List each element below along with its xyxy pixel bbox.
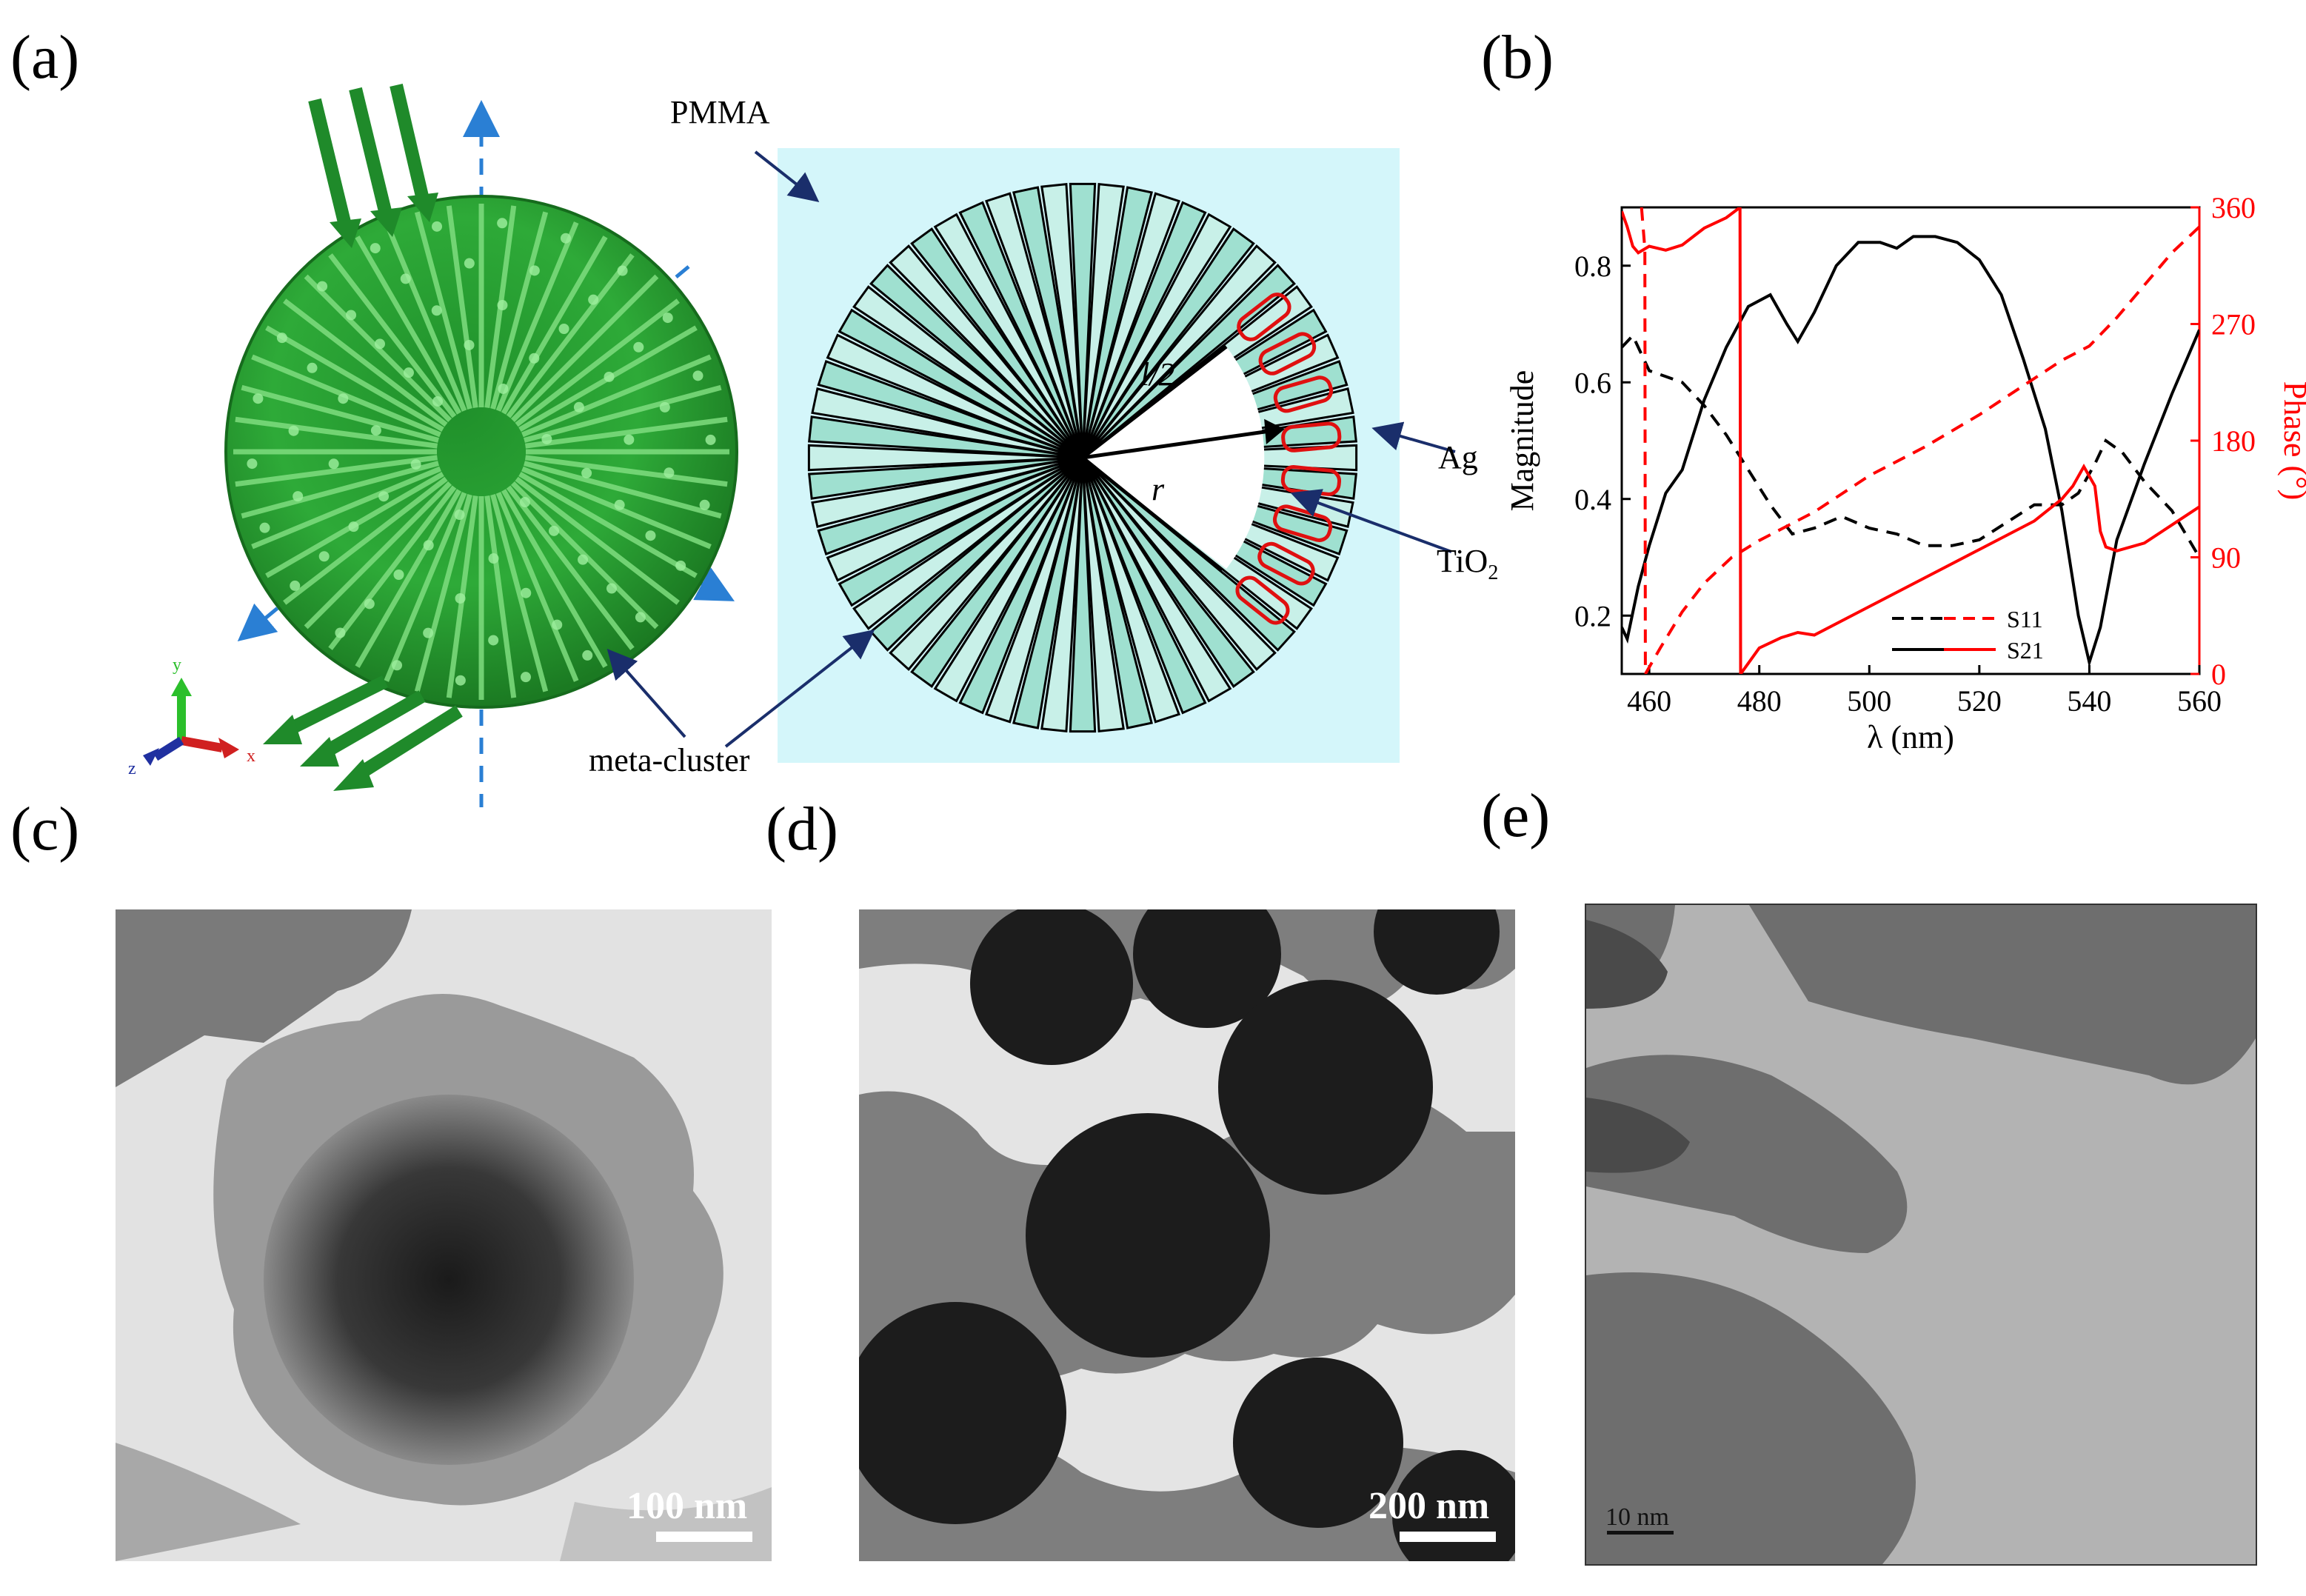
tem-d-texture [859, 909, 1515, 1561]
panel-label-e: (e) [1481, 781, 1551, 850]
legend-label: S11 [2007, 606, 2043, 632]
x-tick-label: 520 [1957, 684, 2002, 718]
tio2-main: TiO [1437, 543, 1488, 579]
radius-label: r [1152, 471, 1165, 507]
series-line-s11-magnitude [1622, 333, 2199, 558]
plot-frame [1620, 206, 2201, 675]
y-right-tick-label: 180 [2211, 424, 2256, 458]
axis-y-label: y [173, 655, 181, 675]
panel-label-b: (b) [1481, 23, 1554, 92]
x-tick-label: 500 [1847, 684, 1891, 718]
scale-label-e: 10 nm [1605, 1503, 1669, 1531]
s-parameter-chart: 460 480 500 520 540 560 0.2 0.4 0.6 0.8 0 90 180 270 3… [1504, 191, 2306, 755]
pmma-label: PMMA [670, 94, 770, 130]
meta-cluster-cross-section: l/2 r [778, 148, 1400, 763]
series-line-s11-phase [1640, 207, 2199, 674]
y-right-tick-label: 360 [2211, 191, 2256, 224]
y-left-axis-label: Magnitude [1504, 370, 1540, 512]
tem-image-c: 100 nm [116, 909, 772, 1561]
tio2-subscript: 2 [1488, 561, 1499, 584]
panel-label-c: (c) [10, 795, 80, 864]
tem-image-d: 200 nm [859, 909, 1515, 1561]
x-tick-label: 460 [1627, 684, 1671, 718]
scale-label-c: 100 nm [626, 1485, 748, 1527]
panel-label-d: (d) [766, 795, 838, 864]
panel-label-a: (a) [10, 23, 80, 92]
x-tick-label: 560 [2177, 684, 2222, 718]
y-right-tick-label: 90 [2211, 541, 2241, 575]
scale-bar-e [1607, 1531, 1674, 1535]
tio2-label: TiO2 [1437, 545, 1498, 584]
ag-label: Ag [1438, 439, 1478, 475]
y-left-tick-label: 0.4 [1574, 483, 1611, 516]
y-left-tick-label: 0.2 [1574, 599, 1611, 632]
scale-bar-c [656, 1532, 752, 1542]
y-right-tick-label: 270 [2211, 308, 2256, 341]
y-left-tick-label: 0.6 [1574, 366, 1611, 399]
half-length-label: l/2 [1140, 356, 1174, 393]
axis-x-label: x [247, 747, 255, 766]
x-axis-label: λ (nm) [1867, 719, 1954, 755]
meta-cluster-3d-schematic: y z x [128, 83, 738, 807]
y-left-tick-label: 0.8 [1574, 250, 1611, 283]
series-line-s21-magnitude [1622, 235, 2199, 668]
y-right-axis-label: Phase (°) [2277, 381, 2306, 501]
legend-label: S21 [2007, 637, 2044, 664]
scale-label-d: 200 nm [1368, 1485, 1490, 1527]
tem-image-e: 10 nm [1585, 904, 2257, 1566]
y-right-tick-label: 0 [2211, 658, 2226, 691]
x-tick-label: 480 [1737, 684, 1782, 718]
x-tick-label: 540 [2067, 684, 2111, 718]
series-line-s21-phase [1622, 207, 2199, 674]
axis-z-label: z [128, 759, 136, 778]
tem-c-texture [116, 909, 772, 1561]
meta-cluster-label: meta-cluster [589, 742, 750, 778]
scale-bar-d [1400, 1532, 1496, 1542]
tem-e-texture [1586, 905, 2256, 1564]
